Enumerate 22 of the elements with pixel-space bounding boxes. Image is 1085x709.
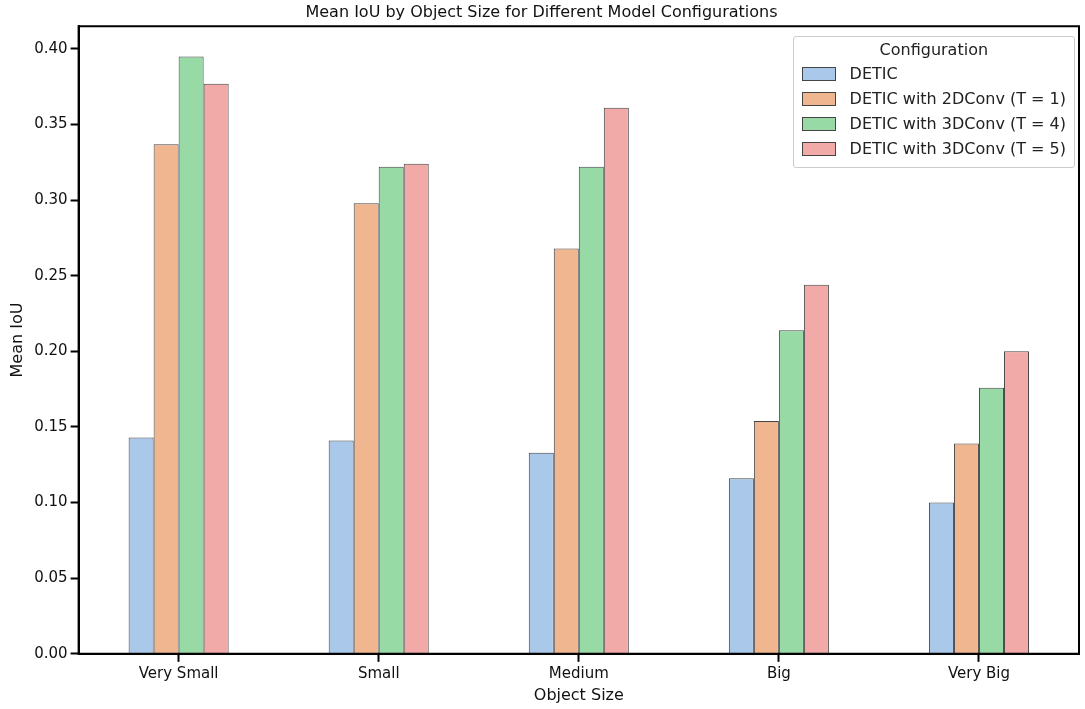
legend-label: DETIC with 3DConv (T = 5) [849,139,1066,158]
legend-label: DETIC [849,64,898,83]
x-axis-title: Object Size [533,684,624,704]
x-tick-label: Medium [548,663,609,682]
legend-label: DETIC with 3DConv (T = 4) [849,114,1066,133]
y-tick-label: 0.20 [34,341,68,360]
y-tick-label: 0.15 [34,416,68,435]
y-tick-label: 0.00 [34,643,68,662]
y-tick-label: 0.35 [34,114,68,133]
legend-label: DETIC with 2DConv (T = 1) [849,89,1066,108]
chart-title: Mean IoU by Object Size for Different Model Configurations [305,1,778,21]
x-tick-label: Small [357,663,400,682]
legend-title: Configuration [878,40,990,59]
y-tick-label: 0.40 [34,38,68,57]
y-tick-label: 0.10 [34,492,68,511]
x-tick-label: Very Small [138,663,219,682]
y-tick-label: 0.05 [34,568,68,587]
x-tick-label: Very Big [947,663,1011,682]
y-tick-label: 0.25 [34,265,68,284]
y-tick-label: 0.30 [34,190,68,208]
x-tick-label: Big [766,663,791,682]
y-axis-title: Mean IoU [6,302,26,378]
